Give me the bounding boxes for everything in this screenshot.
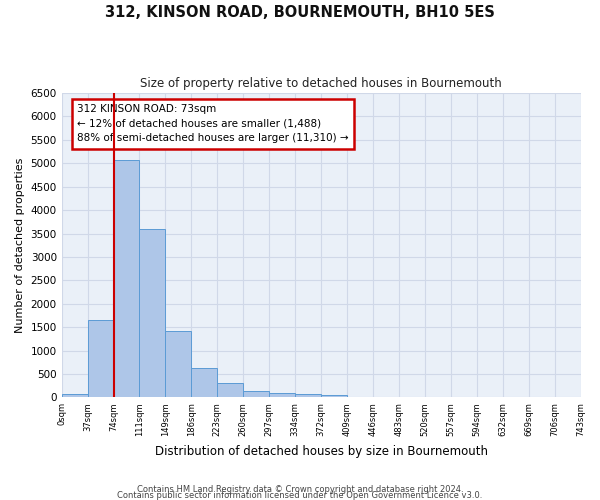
- Bar: [113, 160, 139, 398]
- Bar: [269, 392, 295, 398]
- Text: 312, KINSON ROAD, BOURNEMOUTH, BH10 5ES: 312, KINSON ROAD, BOURNEMOUTH, BH10 5ES: [105, 5, 495, 20]
- Bar: [139, 229, 166, 398]
- Bar: [191, 368, 217, 398]
- Y-axis label: Number of detached properties: Number of detached properties: [15, 158, 25, 333]
- Text: Contains HM Land Registry data © Crown copyright and database right 2024.: Contains HM Land Registry data © Crown c…: [137, 484, 463, 494]
- Bar: [243, 390, 269, 398]
- Text: Contains public sector information licensed under the Open Government Licence v3: Contains public sector information licen…: [118, 490, 482, 500]
- Bar: [217, 384, 243, 398]
- Bar: [166, 331, 191, 398]
- Text: 312 KINSON ROAD: 73sqm
← 12% of detached houses are smaller (1,488)
88% of semi-: 312 KINSON ROAD: 73sqm ← 12% of detached…: [77, 104, 349, 144]
- Title: Size of property relative to detached houses in Bournemouth: Size of property relative to detached ho…: [140, 78, 502, 90]
- Bar: [295, 394, 321, 398]
- Bar: [321, 395, 347, 398]
- X-axis label: Distribution of detached houses by size in Bournemouth: Distribution of detached houses by size …: [155, 444, 488, 458]
- Bar: [88, 320, 113, 398]
- Bar: [62, 394, 88, 398]
